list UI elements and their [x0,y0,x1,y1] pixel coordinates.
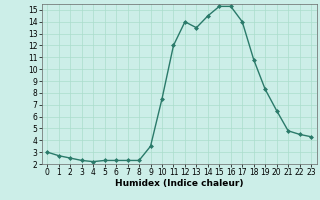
X-axis label: Humidex (Indice chaleur): Humidex (Indice chaleur) [115,179,244,188]
